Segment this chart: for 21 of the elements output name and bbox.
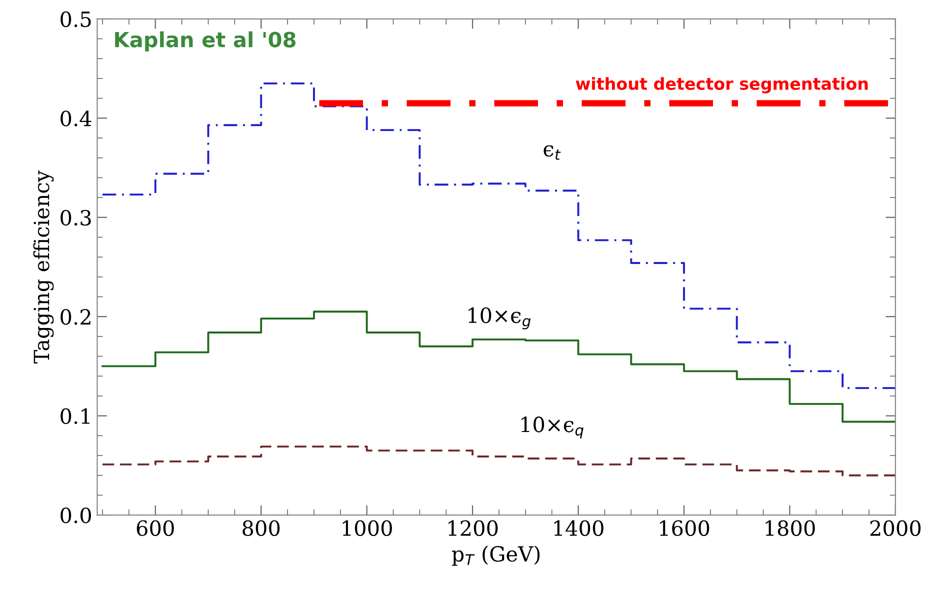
x-tick-label: 600 bbox=[136, 520, 174, 536]
x-axis-title: p$_{T}$ (GeV) bbox=[452, 546, 540, 566]
series-label: 10×ϵ$_{g}$ bbox=[468, 307, 531, 330]
x-tick-label: 1800 bbox=[766, 520, 815, 536]
y-tick-label: 0.5 bbox=[60, 11, 91, 28]
x-tick-label: 2000 bbox=[870, 520, 921, 536]
x-tick-label: 1600 bbox=[660, 520, 710, 536]
y-tick-label: 0.1 bbox=[60, 408, 90, 424]
x-tick-label: 1000 bbox=[342, 520, 392, 536]
annotation: Kaplan et al '08 bbox=[115, 31, 296, 52]
x-tick-label: 800 bbox=[242, 520, 280, 536]
y-tick-label: 0.0 bbox=[60, 507, 91, 524]
series-label: without detector segmentation bbox=[576, 77, 868, 94]
x-tick-label: 1400 bbox=[554, 520, 604, 536]
series-label: 10×ϵ$_{q}$ bbox=[521, 416, 584, 438]
y-axis-title: Tagging efficiency bbox=[33, 170, 54, 364]
y-tick-label: 0.2 bbox=[60, 309, 90, 325]
y-tick-label: 0.4 bbox=[60, 110, 92, 126]
series-label: ϵ$_{t}$ bbox=[544, 145, 561, 160]
x-tick-label: 1200 bbox=[448, 520, 498, 536]
y-tick-label: 0.3 bbox=[60, 210, 91, 226]
